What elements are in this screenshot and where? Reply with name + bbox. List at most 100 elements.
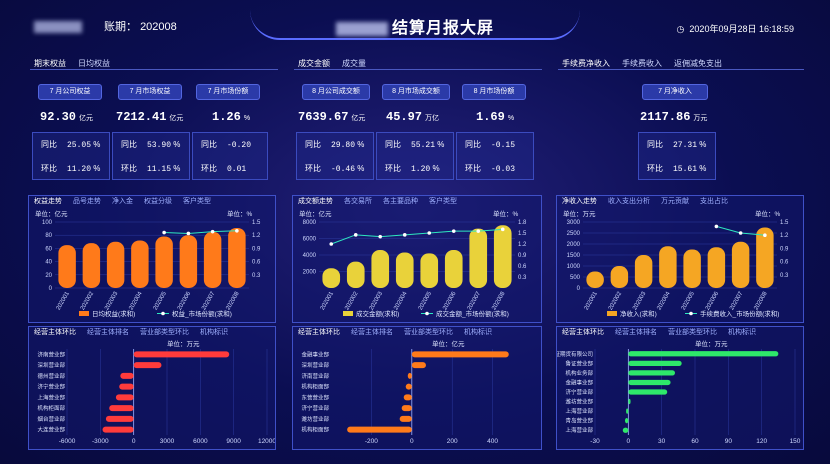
rank-chart-turnover: 单位：亿元-200 0 200 400金融事业部深圳营业部济南营业部机构柜面部东营营业… [301,339,509,445]
x-tick-label: 400 [487,438,498,445]
x-tick-label: 202004 [128,290,144,311]
rank-panel-turnover: 经营主体环比 经营主体排名 营业部类型环比 机构标识 单位：亿元 -200 0 200 400… [292,326,542,450]
bar [371,250,390,288]
kpi-label: 7 月公司权益 [38,84,102,100]
tab-volume[interactable]: 成交量 [342,59,366,68]
kpi-label: 8 月市场成交额 [382,84,450,100]
y-tick-label: 4000 [303,253,317,259]
company-logo-blurred [34,21,82,34]
kpi-value: 45.97 万亿 [386,110,440,124]
title-company-blurred [335,21,388,36]
y-tick-label: 80 [45,233,52,239]
bar [628,351,779,357]
y2-tick-label: 1.2 [252,233,261,239]
tab-ending-equity[interactable]: 期末权益 [34,59,66,68]
y2-tick-label: 0.9 [252,246,261,252]
x-tick-label: 0 [410,438,414,445]
tab-fee-income[interactable]: 手续费收入 [622,59,662,68]
kpi-value: 7639.67 亿元 [298,110,366,124]
bar [493,225,512,288]
bar [444,250,463,288]
divider [30,69,278,70]
x-tick-label: 6000 [193,438,208,445]
kpi-value: 2117.86 万元 [640,110,708,124]
bar [155,236,173,288]
line-point [763,233,767,237]
category-label: 鲁证营业部 [565,359,593,367]
x-tick-label: 202003 [369,290,385,311]
bar [119,383,134,390]
y-tick-label: 2000 [303,270,317,276]
bar [105,415,134,422]
category-label: 深圳营业部 [301,361,329,369]
category-label: 机构业务部 [565,369,593,377]
bar [411,362,426,369]
category-label: 深圳营业部 [37,361,65,369]
bar [322,268,341,288]
bar [407,372,412,379]
bar [102,426,134,433]
category-label: 济南营业部 [301,372,329,380]
y-tick-label: 2500 [567,231,581,237]
x-tick-label: 150 [790,438,801,445]
x-tick-label: 202001 [320,290,336,311]
rank-chart-netfee: 单位：万元 -30 0 30 60 90 120 150 鲁证期货有限公司鲁证营业部机构业务部金… [549,339,801,445]
x-tick-label: 90 [725,438,733,445]
bar [622,427,629,433]
unit-label: 单位：万元 [695,339,728,348]
y2-tick-label: 0.3 [780,273,789,279]
legend-label: 净收入(求和) [620,309,657,318]
trend-chart-equity: 单位：亿元 单位：% 0 20 40 60 80 100 0.3 0.6 0.9 1.2 1.5 2020… [35,209,261,318]
bar [82,243,101,288]
y-tick-label: 0 [49,286,53,292]
line-point [210,229,215,234]
tab-rebate[interactable]: 返佣减免支出 [674,59,722,68]
comparison-box: 同比 -0.15 环比 -0.03 [456,132,534,180]
line-point [402,233,407,237]
bar [420,253,439,288]
tab-net-fee[interactable]: 手续费净收入 [562,59,610,68]
divider [294,69,542,70]
bar [628,389,668,395]
line-point [738,231,743,235]
tab-turnover[interactable]: 成交金额 [298,59,330,68]
legend-label: 权益_市场份额(求和) [172,309,232,318]
x-tick-label: -200 [365,438,378,445]
x-tick-label: 200 [447,438,458,445]
legend-label: 成交金额_市场份额(求和) [436,309,509,318]
y2-tick-label: 0.6 [780,260,789,266]
kpi-value: 1.69% [476,110,515,124]
x-tick-label: 202001 [56,290,72,311]
legend-label: 成交金额(求和) [356,309,399,318]
period-value: 202008 [140,21,177,33]
kpi-label: 7 月市场权益 [118,84,182,100]
unit-right-label: 单位：% [755,209,781,218]
bar [628,379,671,386]
y2-tick-label: 1.5 [252,220,261,226]
bar [131,240,149,288]
line-point [329,242,334,246]
category-label: 青岛营业部 [565,417,593,425]
category-label: 德州营业部 [37,372,65,380]
x-tick-label: 120 [756,438,767,445]
divider [558,69,804,70]
kpi-value: 7212.41 亿元 [116,110,184,124]
kpi-label: 8 月市场份额 [462,84,526,100]
trend-panel-equity: 权益走势 品号走势 净入金 权益分级 客户类型 单位：亿元 单位：% 0 20 40 60 80 10… [28,195,276,323]
legend-swatch-bar [607,311,617,316]
x-tick-label: 202007 [467,290,483,311]
bar [403,394,412,401]
trend-panel-netfee: 净收入走势 收入支出分析 万元贡献 支出占比 单位：万元 单位：% 0 500 1000 150… [556,195,804,323]
panel-tabs: 经营主体环比 经营主体排名 营业部类型环比 机构标识 [562,329,756,336]
bar [610,266,629,288]
x-tick-label: 202006 [177,290,193,311]
legend-swatch-point [425,311,429,316]
series-line [164,230,237,234]
category-label: 济宁营业部 [37,383,65,391]
unit-left-label: 单位：万元 [563,209,596,218]
bar [731,241,750,288]
bar [469,228,488,288]
x-tick-label: -30 [590,438,600,445]
y2-tick-label: 0.3 [252,273,261,279]
tab-daily-equity[interactable]: 日均权益 [78,59,110,68]
